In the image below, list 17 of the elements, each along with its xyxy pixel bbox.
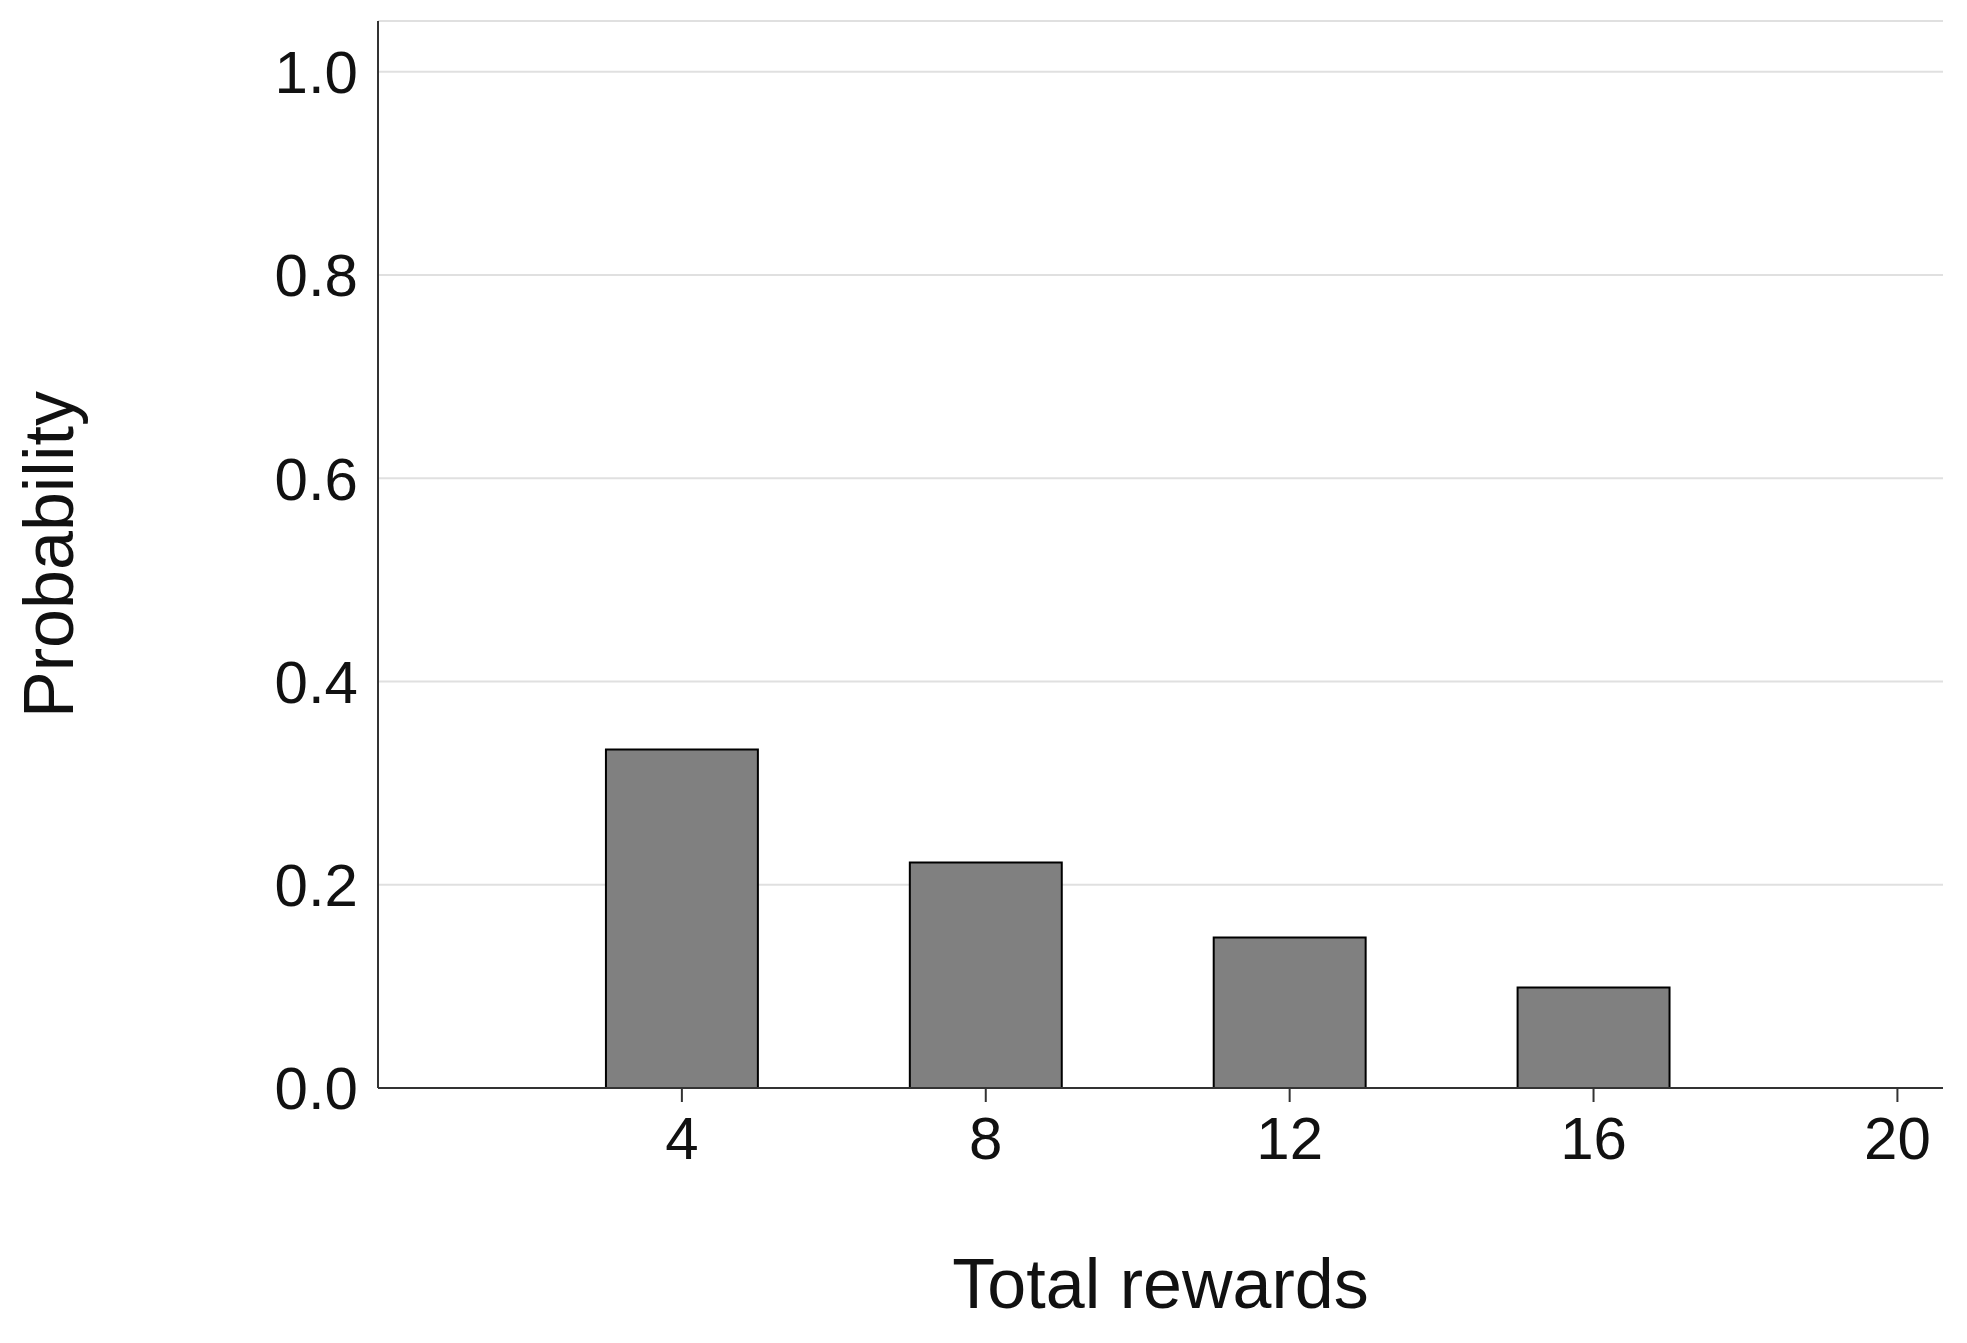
bar	[604, 748, 759, 1088]
x-tick-label: 4	[665, 1104, 699, 1172]
y-tick-label: 0.0	[274, 1055, 358, 1123]
x-tick-label: 20	[1864, 1104, 1931, 1172]
y-tick-label: 0.6	[274, 445, 358, 513]
y-tick-label: 0.4	[274, 648, 358, 716]
y-tick-label: 1.0	[274, 39, 358, 107]
x-axis-title: Total rewards	[952, 1245, 1369, 1323]
y-axis-title: Probability	[9, 391, 88, 718]
x-tick-label: 16	[1560, 1104, 1627, 1172]
bar	[1516, 986, 1671, 1088]
bar	[908, 861, 1063, 1088]
x-tick-label: 12	[1256, 1104, 1324, 1172]
y-tick-label: 0.2	[274, 852, 358, 920]
bar	[1212, 936, 1367, 1088]
y-tick-label: 0.8	[274, 242, 358, 310]
x-tick-label: 8	[969, 1104, 1003, 1172]
